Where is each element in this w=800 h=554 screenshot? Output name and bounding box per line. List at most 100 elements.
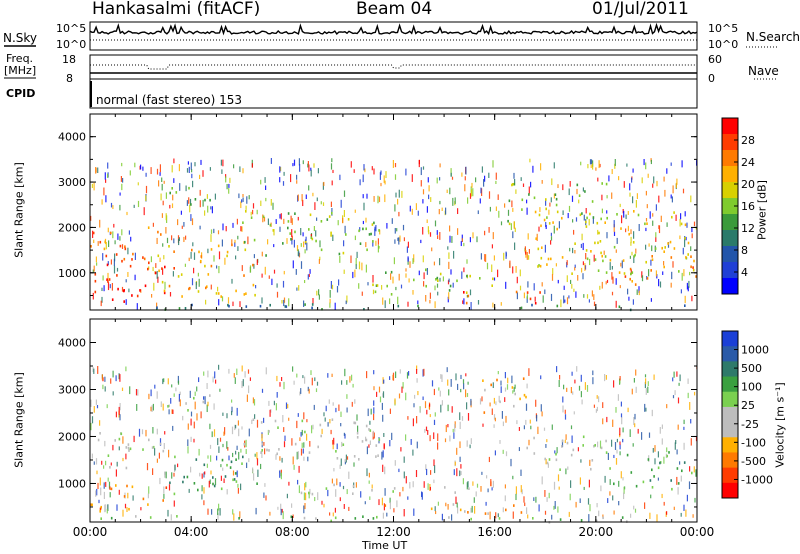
velocity-pixel: [321, 428, 323, 435]
power-pixel: [566, 275, 568, 283]
power-pixel: [422, 166, 425, 170]
velocity-pixel: [382, 391, 385, 398]
power-cell: [547, 257, 550, 261]
power-pixel: [684, 295, 686, 304]
power-pixel: [312, 298, 314, 305]
power-cell: [168, 245, 170, 248]
power-cell: [513, 182, 516, 186]
power-cell: [631, 271, 634, 274]
power-pixel: [526, 207, 528, 215]
power-pixel: [497, 269, 499, 278]
velocity-pixel: [584, 382, 586, 390]
power-pixel: [593, 254, 595, 262]
velocity-cell: [165, 486, 168, 489]
power-pixel: [331, 158, 333, 163]
velocity-pixel: [422, 369, 424, 377]
power-cell: [190, 203, 192, 206]
power-pixel: [648, 243, 650, 247]
power-cell: [589, 212, 591, 216]
power-pixel: [683, 269, 685, 277]
velocity-pixel: [201, 494, 203, 500]
power-pixel: [173, 158, 175, 164]
power-cell: [586, 257, 589, 261]
velocity-pixel: [173, 393, 175, 397]
velocity-cell: [653, 475, 655, 478]
velocity-pixel: [218, 446, 220, 453]
power-pixel: [541, 180, 543, 184]
velocity-pixel: [261, 388, 264, 393]
velocity-pixel: [568, 511, 570, 517]
power-pixel: [688, 280, 690, 288]
velocity-ytick-label: 3000: [58, 383, 86, 396]
power-cell: [695, 275, 697, 278]
velocity-pixel: [226, 489, 228, 495]
power-pixel: [331, 208, 333, 216]
velocity-pixel: [170, 398, 172, 404]
power-pixel: [133, 204, 135, 208]
power-cell: [269, 303, 271, 307]
velocity-cell: [224, 475, 227, 478]
velocity-pixel: [599, 440, 602, 449]
velocity-pixel: [676, 371, 678, 377]
power-pixel: [192, 242, 194, 247]
power-pixel: [112, 231, 114, 239]
power-cell: [121, 259, 123, 263]
power-pixel: [597, 177, 599, 182]
velocity-pixel: [246, 462, 248, 469]
velocity-pixel: [615, 458, 618, 465]
velocity-pixel: [341, 441, 343, 447]
power-colorbar-segment: [722, 230, 738, 247]
power-pixel: [533, 283, 535, 291]
velocity-colorbar-segment: [722, 346, 738, 362]
velocity-pixel: [315, 388, 318, 393]
power-pixel: [447, 246, 449, 250]
power-pixel: [152, 222, 154, 227]
velocity-pixel: [457, 506, 459, 514]
velocity-pixel: [581, 399, 583, 405]
velocity-pixel: [238, 428, 240, 437]
velocity-pixel: [633, 378, 635, 383]
velocity-pixel: [325, 405, 327, 412]
velocity-pixel: [327, 373, 329, 378]
velocity-colorbar-tick-label: -1000: [741, 473, 773, 486]
power-pixel: [371, 166, 373, 171]
power-ytick-label: 3000: [58, 176, 86, 189]
power-pixel: [623, 210, 625, 218]
velocity-pixel: [256, 419, 259, 428]
power-pixel: [420, 239, 422, 244]
power-pixel: [192, 180, 194, 188]
velocity-pixel: [553, 505, 555, 510]
power-cell: [243, 293, 246, 296]
power-cell: [600, 251, 602, 255]
velocity-cell: [393, 487, 396, 490]
velocity-pixel: [112, 444, 114, 451]
power-pixel: [422, 255, 424, 263]
power-cell: [574, 242, 576, 245]
velocity-pixel: [165, 471, 167, 479]
power-pixel: [128, 230, 130, 235]
power-pixel: [119, 236, 121, 241]
power-cell: [99, 240, 102, 244]
power-cell: [358, 229, 360, 233]
velocity-cell: [519, 397, 521, 401]
power-cell: [555, 203, 558, 207]
velocity-pixel: [612, 495, 614, 501]
power-pixel: [671, 271, 673, 280]
velocity-pixel: [381, 402, 383, 410]
velocity-pixel: [282, 511, 284, 520]
power-pixel: [608, 175, 610, 182]
power-pixel: [113, 258, 115, 266]
velocity-pixel: [335, 489, 337, 497]
velocity-pixel: [150, 389, 152, 397]
power-pixel: [614, 159, 616, 166]
velocity-cell: [300, 491, 303, 495]
velocity-pixel: [231, 399, 233, 403]
velocity-pixel: [226, 413, 228, 419]
velocity-cell: [193, 482, 196, 485]
power-pixel: [567, 213, 569, 219]
velocity-cell: [91, 503, 93, 507]
power-cell: [606, 216, 608, 220]
power-pixel: [92, 269, 94, 274]
velocity-pixel: [645, 378, 647, 385]
power-pixel: [671, 196, 673, 203]
